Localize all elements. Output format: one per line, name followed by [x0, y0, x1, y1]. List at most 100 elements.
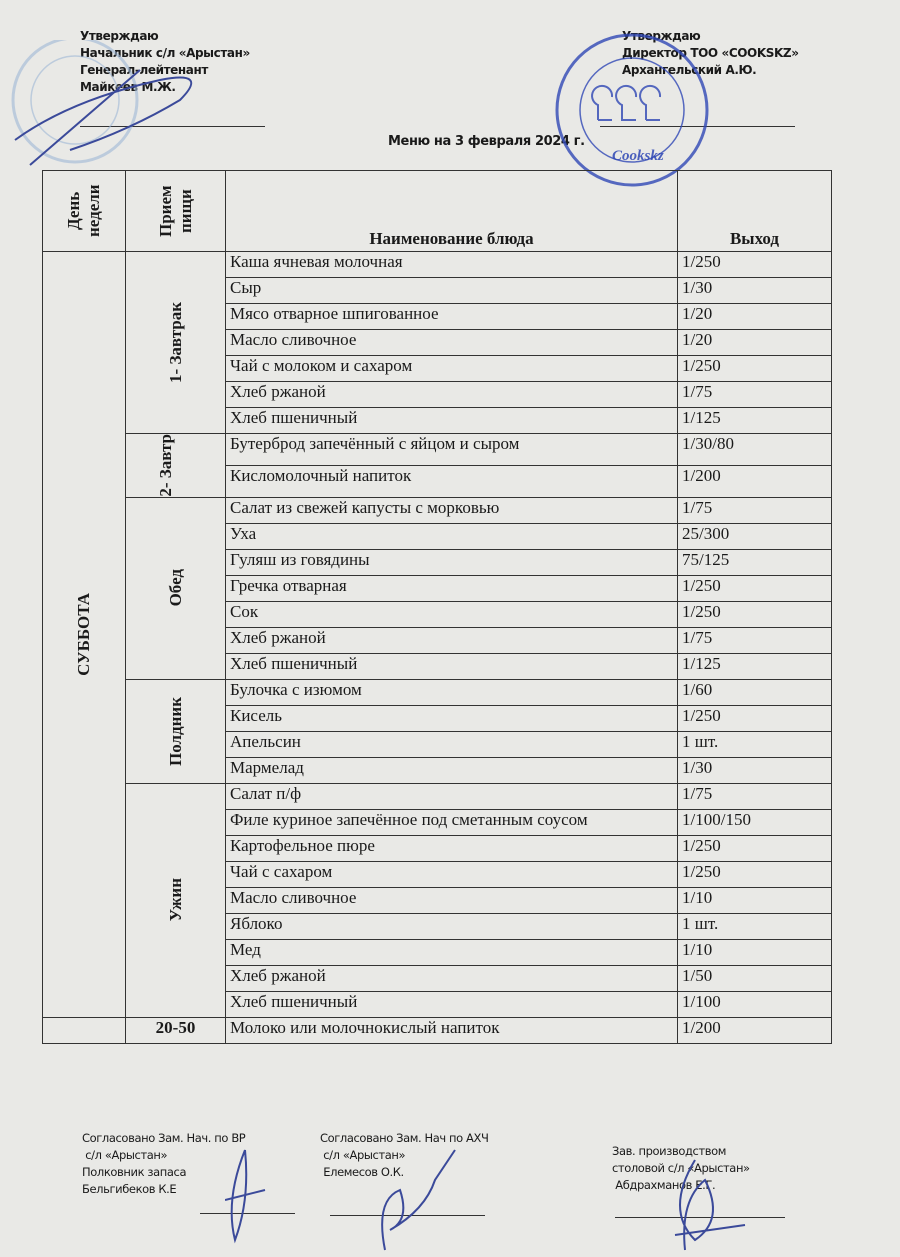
- dish-name: Уха: [225, 522, 678, 550]
- dish-name: Мармелад: [225, 756, 678, 784]
- dish-yield: 1/50: [677, 964, 832, 992]
- table-row: Мармелад 1/30: [43, 756, 832, 784]
- table-row: 2- Завтр Бутерброд запечённый с яйцом и с…: [43, 433, 832, 498]
- table-row: Кисель 1/250: [43, 704, 832, 732]
- dish-name: Хлеб ржаной: [225, 964, 678, 992]
- signature-line: [80, 126, 265, 127]
- dish-yield: 1 шт.: [677, 912, 832, 940]
- dish-name: Мед: [225, 938, 678, 966]
- footer-line: Полковник запаса: [82, 1165, 187, 1179]
- meal-cell: 2- Завтр: [125, 433, 226, 498]
- menu-table: День недели Прием пищи Наименование блюд…: [42, 170, 832, 1044]
- approver-rank: Генерал-лейтенант: [80, 63, 208, 77]
- signature-line: [600, 126, 795, 127]
- table-row: Хлеб ржаной 1/75: [43, 381, 832, 408]
- table-row: Чай с молоком и сахаром 1/250: [43, 355, 832, 382]
- approver-position: Начальник с/л «Арыстан»: [80, 46, 250, 60]
- dish-yield: 1/250: [677, 834, 832, 862]
- meal-label: 2- Завтр: [155, 434, 175, 497]
- dish-yield: 1/250: [677, 355, 832, 382]
- meal-time: 20-50: [125, 1016, 226, 1044]
- approval-heading: Утверждаю: [622, 29, 701, 43]
- stamp-right: Cookskz: [555, 33, 709, 187]
- dish-yield: 1/250: [677, 860, 832, 888]
- header-dish: Наименование блюда: [225, 170, 678, 252]
- footer-line: Согласовано Зам. Нач по АХЧ: [320, 1131, 489, 1145]
- meal-cell: Обед: [125, 496, 226, 680]
- dish-yield: 25/300: [677, 522, 832, 550]
- table-row: Ужин Салат п/ф 1/75: [43, 782, 832, 1018]
- approval-left: Утверждаю Начальник с/л «Арыстан» Генера…: [80, 28, 250, 96]
- meal-label: Полдник: [165, 696, 185, 766]
- meal-label: Ужин: [165, 878, 185, 922]
- dish-yield: 1/250: [677, 704, 832, 732]
- dish-name: Хлеб пшеничный: [225, 652, 678, 680]
- dish-yield: 1/10: [677, 886, 832, 914]
- dish-yield: 1/125: [677, 407, 832, 434]
- table-row: Кисломолочный напиток 1/200: [43, 464, 832, 498]
- dish-name: Сыр: [225, 277, 678, 304]
- dish-yield: 1/200: [677, 464, 832, 498]
- dish-name: Хлеб пшеничный: [225, 407, 678, 434]
- header-meal: Прием пищи: [125, 170, 226, 252]
- dish-yield: 1/20: [677, 303, 832, 330]
- dish-yield: 1/125: [677, 652, 832, 680]
- dish-name: Булочка с изюмом: [225, 678, 678, 706]
- approval-heading: Утверждаю: [80, 29, 159, 43]
- signature-line: [615, 1217, 785, 1218]
- day-label: СУББОТА: [74, 592, 93, 676]
- dish-name: Салат из свежей капусты с морковью: [225, 496, 678, 524]
- dish-yield: 1/60: [677, 678, 832, 706]
- footer-line: Абдрахманов Е.Г.: [612, 1178, 716, 1192]
- dish-yield: 1/75: [677, 626, 832, 654]
- day-cell-empty: [42, 1016, 126, 1044]
- dish-name: Сок: [225, 600, 678, 628]
- signature-line: [200, 1213, 295, 1214]
- footer-approval-3: Зав. производством столовой с/л «Арыстан…: [612, 1143, 750, 1194]
- table-row: Гуляш из говядины 75/125: [43, 548, 832, 576]
- dish-name: Яблоко: [225, 912, 678, 940]
- dish-name: Мясо отварное шпигованное: [225, 303, 678, 330]
- dish-name: Гуляш из говядины: [225, 548, 678, 576]
- dish-name: Чай с сахаром: [225, 860, 678, 888]
- footer-line: Согласовано Зам. Нач. по ВР: [82, 1131, 246, 1145]
- table-row: Масло сливочное 1/20: [43, 329, 832, 356]
- table-row: Филе куриное запечённое под сметанным со…: [43, 808, 832, 836]
- dish-name: Филе куриное запечённое под сметанным со…: [225, 808, 678, 836]
- dish-yield: 75/125: [677, 548, 832, 576]
- table-row: Масло сливочное 1/10: [43, 886, 832, 914]
- meal-label: Обед: [165, 569, 185, 607]
- table-row: Яблоко 1 шт.: [43, 912, 832, 940]
- table-row: Уха 25/300: [43, 522, 832, 550]
- footer-line: с/л «Арыстан»: [82, 1148, 168, 1162]
- footer-approval-1: Согласовано Зам. Нач. по ВР с/л «Арыстан…: [82, 1130, 246, 1198]
- dish-yield: 1/30: [677, 756, 832, 784]
- table-row: СУББОТА 1- Завтрак Каша ячневая молочная 1/…: [42, 251, 832, 1018]
- dish-name: Хлеб пшеничный: [225, 990, 678, 1018]
- table-row: Полдник Булочка с изюмом 1/60: [43, 678, 832, 784]
- dish-yield: 1/75: [677, 782, 832, 810]
- dish-yield: 1/75: [677, 381, 832, 408]
- stamp-left: [11, 40, 139, 164]
- dish-name: Масло сливочное: [225, 329, 678, 356]
- dish-name: Каша ячневая молочная: [225, 251, 678, 278]
- footer-line: с/л «Арыстан»: [320, 1148, 406, 1162]
- meal-cell: Полдник: [125, 678, 226, 784]
- signature-left: [14, 69, 193, 166]
- footer-line: Бельгибеков К.Е: [82, 1182, 177, 1196]
- dish-name: Масло сливочное: [225, 886, 678, 914]
- table-row: Картофельное пюре 1/250: [43, 834, 832, 862]
- footer-line: Елемесов О.К.: [320, 1165, 404, 1179]
- meal-cell: Ужин: [125, 782, 226, 1018]
- footer-line: Зав. производством: [612, 1144, 727, 1158]
- day-cell: СУББОТА: [42, 251, 126, 1018]
- dish-name: Салат п/ф: [225, 782, 678, 810]
- dish-yield: 1/30/80: [677, 433, 832, 466]
- page-title: Меню на 3 февраля 2024 г.: [388, 134, 585, 149]
- dish-yield: 1/250: [677, 574, 832, 602]
- table-row: Обед Салат из свежей капусты с морковью 1/…: [43, 496, 832, 680]
- dish-name: Чай с молоком и сахаром: [225, 355, 678, 382]
- dish-yield: 1/30: [677, 277, 832, 304]
- approver-name: Майкеев М.Ж.: [80, 80, 176, 94]
- table-row: Мед 1/10: [43, 938, 832, 966]
